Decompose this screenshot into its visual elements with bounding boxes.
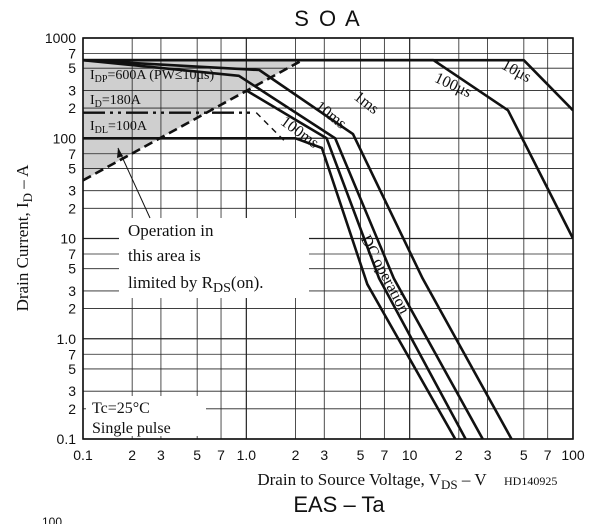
y-tick-label: 7 — [68, 346, 76, 362]
x-tick-label: 3 — [320, 447, 328, 463]
rds-note-pointer — [117, 147, 151, 219]
rds-note-line2: this area is — [128, 246, 201, 265]
figure-code: HD140925 — [504, 474, 557, 488]
y-tick-label: 7 — [68, 46, 76, 62]
series-line-1 — [83, 58, 573, 240]
series-line-5 — [83, 137, 457, 439]
curve-label-2: 1ms — [351, 88, 382, 118]
rds-limit-note: Operation in this area is limited by RDS… — [117, 147, 309, 298]
plot-frame — [82, 37, 574, 440]
x-tick-label: 100 — [561, 447, 585, 463]
x-tick-label: 1.0 — [237, 447, 257, 463]
axes: 0.1 2 3 5 7 1.0 2 3 5 7 10 2 3 5 7 1000.123571.02357102… — [45, 30, 585, 463]
y-tick-label: 3 — [68, 383, 76, 399]
y-tick-label: 100 — [53, 130, 77, 146]
y-axis-label: Drain Current, ID – A — [13, 164, 35, 312]
y-tick-label: 0.1 — [57, 431, 77, 447]
x-tick-label: 7 — [544, 447, 552, 463]
y-tick-label: 1000 — [45, 30, 76, 46]
curve-label-0: 10μs — [499, 57, 534, 86]
y-tick-label: 2 — [68, 401, 76, 417]
y-tick-label: 5 — [68, 160, 76, 176]
y-tick-label: 2 — [68, 200, 76, 216]
conditions-temperature: Tc=25°C — [92, 400, 150, 417]
idl-annotation: IDL=100A — [90, 119, 148, 136]
x-tick-label: 7 — [217, 447, 225, 463]
y-tick-label: 2 — [68, 100, 76, 116]
rds-note-arrowhead — [117, 148, 123, 158]
x-tick-label: 5 — [520, 447, 528, 463]
series-line-2 — [83, 58, 513, 439]
x-axis-label: Drain to Source Voltage, VDS – V — [257, 470, 487, 492]
next-chart-title: EAS – Ta — [293, 492, 385, 517]
x-tick-label: 2 — [128, 447, 136, 463]
x-tick-label: 10 — [402, 447, 418, 463]
conditions-pulse: Single pulse — [92, 420, 171, 437]
rds-note-line3: limited by RDS(on). — [128, 273, 263, 296]
y-tick-label: 5 — [68, 60, 76, 76]
y-tick-label: 3 — [68, 283, 76, 299]
x-tick-label: 5 — [193, 447, 201, 463]
x-tick-label: 3 — [484, 447, 492, 463]
y-tick-label: 3 — [68, 82, 76, 98]
y-tick-label: 7 — [68, 146, 76, 162]
x-tick-label: 2 — [455, 447, 463, 463]
next-chart-top-tick: 100 — [42, 515, 62, 524]
rds-note-background — [119, 218, 309, 298]
y-tick-label: 3 — [68, 183, 76, 199]
current-limit-annotations: IDP=600A (PW≤10μs) ID=180A IDL=100A — [90, 68, 215, 136]
y-tick-label: 7 — [68, 246, 76, 262]
y-tick-label: 2 — [68, 301, 76, 317]
curve-label-4: 100ms — [277, 113, 322, 152]
series-line-3 — [83, 58, 484, 439]
series-line-4 — [245, 89, 467, 439]
y-tick-label: 1.0 — [57, 331, 77, 347]
idp-annotation: IDP=600A (PW≤10μs) — [90, 68, 215, 85]
conditions-note: Tc=25°C Single pulse — [86, 396, 206, 437]
x-tick-label: 3 — [157, 447, 165, 463]
chart-title: S O A — [294, 6, 361, 31]
y-tick-label: 5 — [68, 361, 76, 377]
y-tick-label: 5 — [68, 261, 76, 277]
conditions-background — [86, 396, 206, 436]
x-tick-label: 7 — [380, 447, 388, 463]
x-tick-label: 0.1 — [73, 447, 93, 463]
x-tick-label: 2 — [292, 447, 300, 463]
x-tick-label: 5 — [357, 447, 365, 463]
id-annotation: ID=180A — [90, 93, 142, 110]
series-group — [83, 58, 573, 439]
y-tick-label: 10 — [60, 231, 76, 247]
rds-note-line1: Operation in — [128, 221, 214, 240]
